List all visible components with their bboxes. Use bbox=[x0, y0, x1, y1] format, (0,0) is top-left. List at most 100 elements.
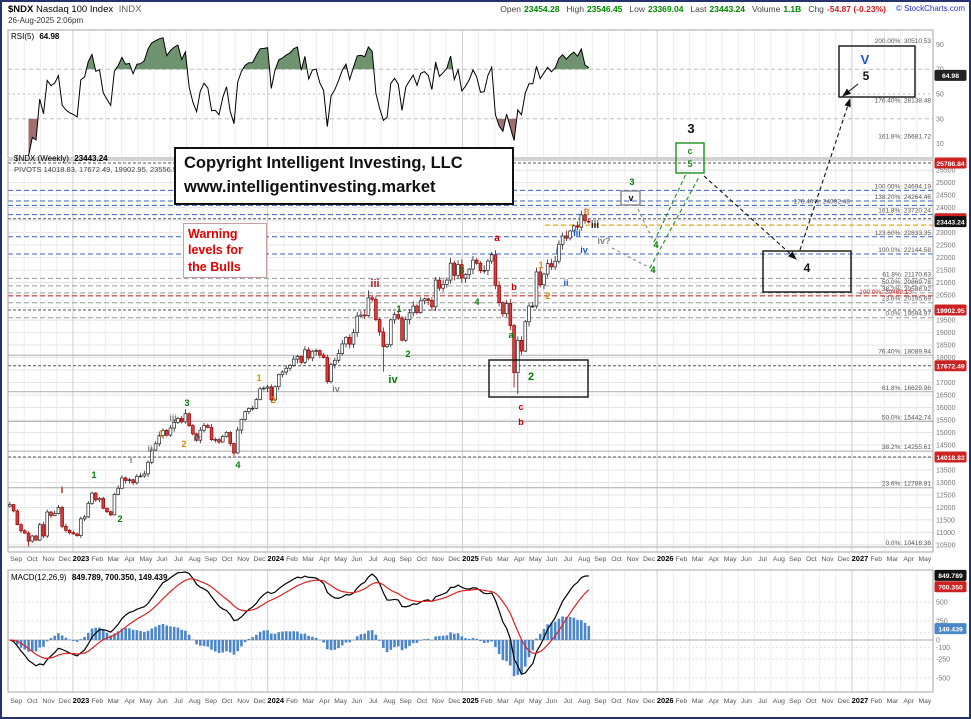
candle-body bbox=[101, 498, 105, 509]
macd-label: MACD(12,26,9) 849.789, 700.350, 149.439 bbox=[11, 573, 167, 582]
month-label: 2026 bbox=[657, 554, 674, 563]
month-label: Oct bbox=[27, 556, 38, 563]
month-label: May bbox=[334, 698, 347, 705]
wave-label: a bbox=[508, 330, 514, 340]
candle-body bbox=[131, 479, 135, 484]
month-label: Apr bbox=[514, 556, 525, 563]
candle-body bbox=[217, 439, 221, 443]
candle-body bbox=[45, 511, 49, 537]
candle-body bbox=[86, 502, 91, 518]
month-label: Oct bbox=[611, 698, 622, 705]
candle-body bbox=[407, 312, 412, 321]
month-label: Sep bbox=[789, 556, 801, 563]
month-label: May bbox=[529, 556, 542, 563]
warning-note: Warning levels for the Bulls bbox=[183, 223, 267, 278]
candle-body bbox=[172, 422, 176, 429]
candle-body bbox=[105, 507, 109, 513]
candle-body bbox=[448, 262, 453, 281]
macd-signal-line bbox=[9, 578, 590, 659]
quote-strip: Open 23454.28 High 23546.45 Low 23369.04 Last 2… bbox=[493, 4, 886, 14]
candle-body bbox=[291, 358, 296, 366]
candle-body bbox=[56, 507, 61, 514]
month-label: Apr bbox=[903, 556, 914, 563]
candle-body bbox=[284, 367, 288, 373]
wave-label: iv bbox=[193, 433, 201, 443]
month-label: Dec bbox=[838, 698, 851, 705]
candle-body bbox=[340, 343, 345, 354]
month-label: Jul bbox=[369, 698, 378, 705]
candles bbox=[8, 208, 591, 547]
candle-body bbox=[568, 230, 572, 239]
wave-label: iii bbox=[370, 278, 379, 290]
wave-label: b bbox=[511, 282, 517, 292]
month-label: Aug bbox=[773, 556, 785, 563]
month-label: 2024 bbox=[267, 696, 285, 705]
price-tick-label: 25500 bbox=[936, 168, 956, 175]
candle-body bbox=[347, 336, 352, 345]
wave-label: 2 bbox=[545, 291, 550, 301]
candle-body bbox=[549, 263, 554, 268]
candle-body bbox=[426, 298, 430, 301]
rsi-tick-label: 30 bbox=[936, 116, 944, 123]
month-label: Dec bbox=[253, 698, 266, 705]
candle-body bbox=[161, 430, 165, 436]
wave-label: ii bbox=[147, 444, 152, 454]
pivots-label: PIVOTS 14018.83, 17672.49, 19902.95, 235… bbox=[14, 165, 217, 174]
stockcharts-credit-link[interactable]: © StockCharts.com bbox=[895, 4, 965, 13]
candle-body bbox=[239, 418, 244, 431]
candle-body bbox=[123, 477, 128, 481]
rsi-tick-label: 50 bbox=[936, 92, 944, 99]
candle-body bbox=[116, 487, 120, 495]
macd-value-box-label: 149.439 bbox=[938, 626, 963, 633]
rsi-indicator-name: RSI(5) bbox=[11, 32, 35, 41]
candle-body bbox=[527, 305, 531, 323]
wave-label: 2 bbox=[270, 395, 275, 405]
month-label: Oct bbox=[27, 698, 38, 705]
wave-label: 3 bbox=[584, 207, 589, 217]
candle-body bbox=[75, 533, 79, 536]
wave-label: iv bbox=[580, 245, 588, 255]
month-label: Dec bbox=[59, 556, 72, 563]
price-tick-label: 14500 bbox=[936, 442, 956, 449]
month-label: Sep bbox=[400, 556, 412, 563]
price-tick-label: 24500 bbox=[936, 193, 956, 200]
month-label: Oct bbox=[806, 698, 817, 705]
month-label: Nov bbox=[821, 698, 834, 705]
month-label: Feb bbox=[676, 698, 688, 705]
wave-label: 2 bbox=[528, 371, 534, 383]
candle-body bbox=[306, 349, 311, 359]
month-label: May bbox=[140, 556, 153, 563]
main-last-value: 23443.24 bbox=[74, 154, 108, 163]
wave-label: 1 bbox=[256, 373, 261, 383]
price-tick-label: 19000 bbox=[936, 330, 956, 337]
price-tick-label: 12500 bbox=[936, 492, 956, 499]
wave-label: c bbox=[518, 402, 523, 412]
month-label: Nov bbox=[432, 556, 445, 563]
month-label: Nov bbox=[43, 556, 56, 563]
candle-body bbox=[164, 430, 169, 436]
month-label: Mar bbox=[887, 698, 899, 705]
candle-body bbox=[572, 225, 576, 232]
month-label: May bbox=[140, 698, 153, 705]
candle-body bbox=[213, 439, 218, 441]
candle-body bbox=[385, 344, 389, 347]
month-label: 2025 bbox=[462, 554, 479, 563]
candle-body bbox=[374, 298, 378, 320]
candle-body bbox=[250, 407, 255, 410]
month-label: 2026 bbox=[657, 696, 674, 705]
candle-body bbox=[389, 319, 393, 346]
macd-tick-label: 0 bbox=[936, 638, 940, 645]
candle-body bbox=[232, 443, 236, 454]
candle-body bbox=[67, 530, 72, 534]
wave-label: 2 bbox=[405, 349, 410, 359]
candle-body bbox=[489, 254, 494, 262]
candle-body bbox=[112, 494, 117, 516]
month-label: Jun bbox=[546, 698, 557, 705]
month-label: Mar bbox=[497, 698, 509, 705]
macd-value-box bbox=[934, 569, 967, 581]
candle-body bbox=[183, 413, 188, 423]
month-label: 2023 bbox=[73, 554, 90, 563]
candle-body bbox=[198, 429, 203, 441]
candle-body bbox=[303, 349, 307, 363]
